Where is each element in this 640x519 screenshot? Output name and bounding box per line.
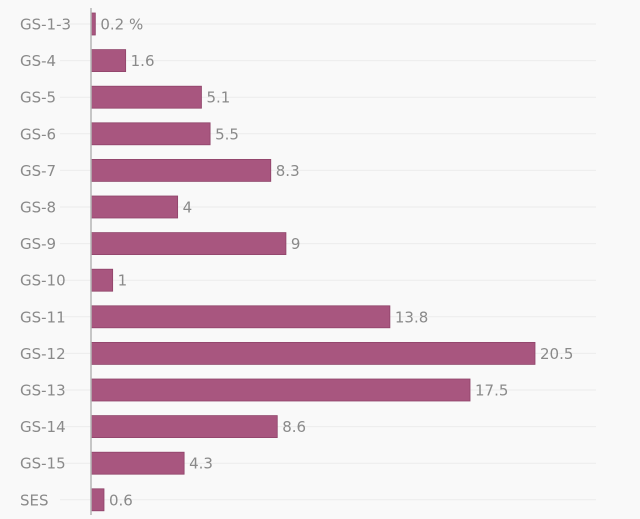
category-label: GS-4: [20, 52, 56, 70]
value-label: 1.6: [131, 52, 155, 70]
category-label: GS-14: [20, 418, 66, 436]
bar-gs-15: [90, 451, 185, 475]
category-label: GS-9: [20, 235, 56, 253]
category-label: GS-15: [20, 455, 66, 473]
category-label: SES: [20, 491, 49, 509]
value-labels: 0.2 % 1.6 5.1 5.5 8.3 4 9 1 13.8 20.5 17.5 8.6 4.3 0.…: [100, 16, 573, 510]
bar-gs-10: [90, 268, 114, 292]
category-label: GS-7: [20, 162, 56, 180]
value-label: 17.5: [475, 382, 508, 400]
category-label: GS-1-3: [20, 16, 71, 34]
value-label: 1: [118, 272, 128, 290]
category-label: GS-10: [20, 272, 66, 290]
bar-gs-4: [90, 49, 127, 72]
value-label: 5.5: [215, 125, 239, 143]
value-label: 0.6: [109, 491, 133, 509]
category-label: GS-11: [20, 308, 66, 326]
bar-gs-14: [90, 415, 278, 439]
bars: [90, 12, 536, 512]
value-label: 5.1: [206, 89, 230, 107]
value-label: 8.6: [282, 418, 306, 436]
bar-gs-8: [90, 195, 179, 219]
value-label: 13.8: [395, 308, 428, 326]
bar-ses: [90, 488, 105, 512]
bar-gs-9: [90, 232, 287, 256]
value-label: 20.5: [540, 345, 573, 363]
category-labels: GS-1-3 GS-4 GS-5 GS-6 GS-7 GS-8 GS-9 GS-10 GS-11…: [20, 16, 71, 510]
bar-gs-13: [90, 378, 471, 402]
category-label: GS-6: [20, 125, 56, 143]
bar-gs-5: [90, 85, 202, 109]
bar-gs-11: [90, 305, 391, 329]
bar-gs-6: [90, 122, 211, 146]
category-label: GS-5: [20, 89, 56, 107]
value-label: 4: [183, 199, 193, 217]
value-label: 0.2 %: [100, 16, 143, 34]
value-label: 8.3: [276, 162, 300, 180]
value-label: 9: [291, 235, 301, 253]
category-label: GS-13: [20, 382, 66, 400]
category-label: GS-8: [20, 199, 56, 217]
bar-gs-12: [90, 341, 536, 365]
value-label: 4.3: [189, 455, 213, 473]
category-label: GS-12: [20, 345, 66, 363]
bar-gs-7: [90, 158, 272, 182]
